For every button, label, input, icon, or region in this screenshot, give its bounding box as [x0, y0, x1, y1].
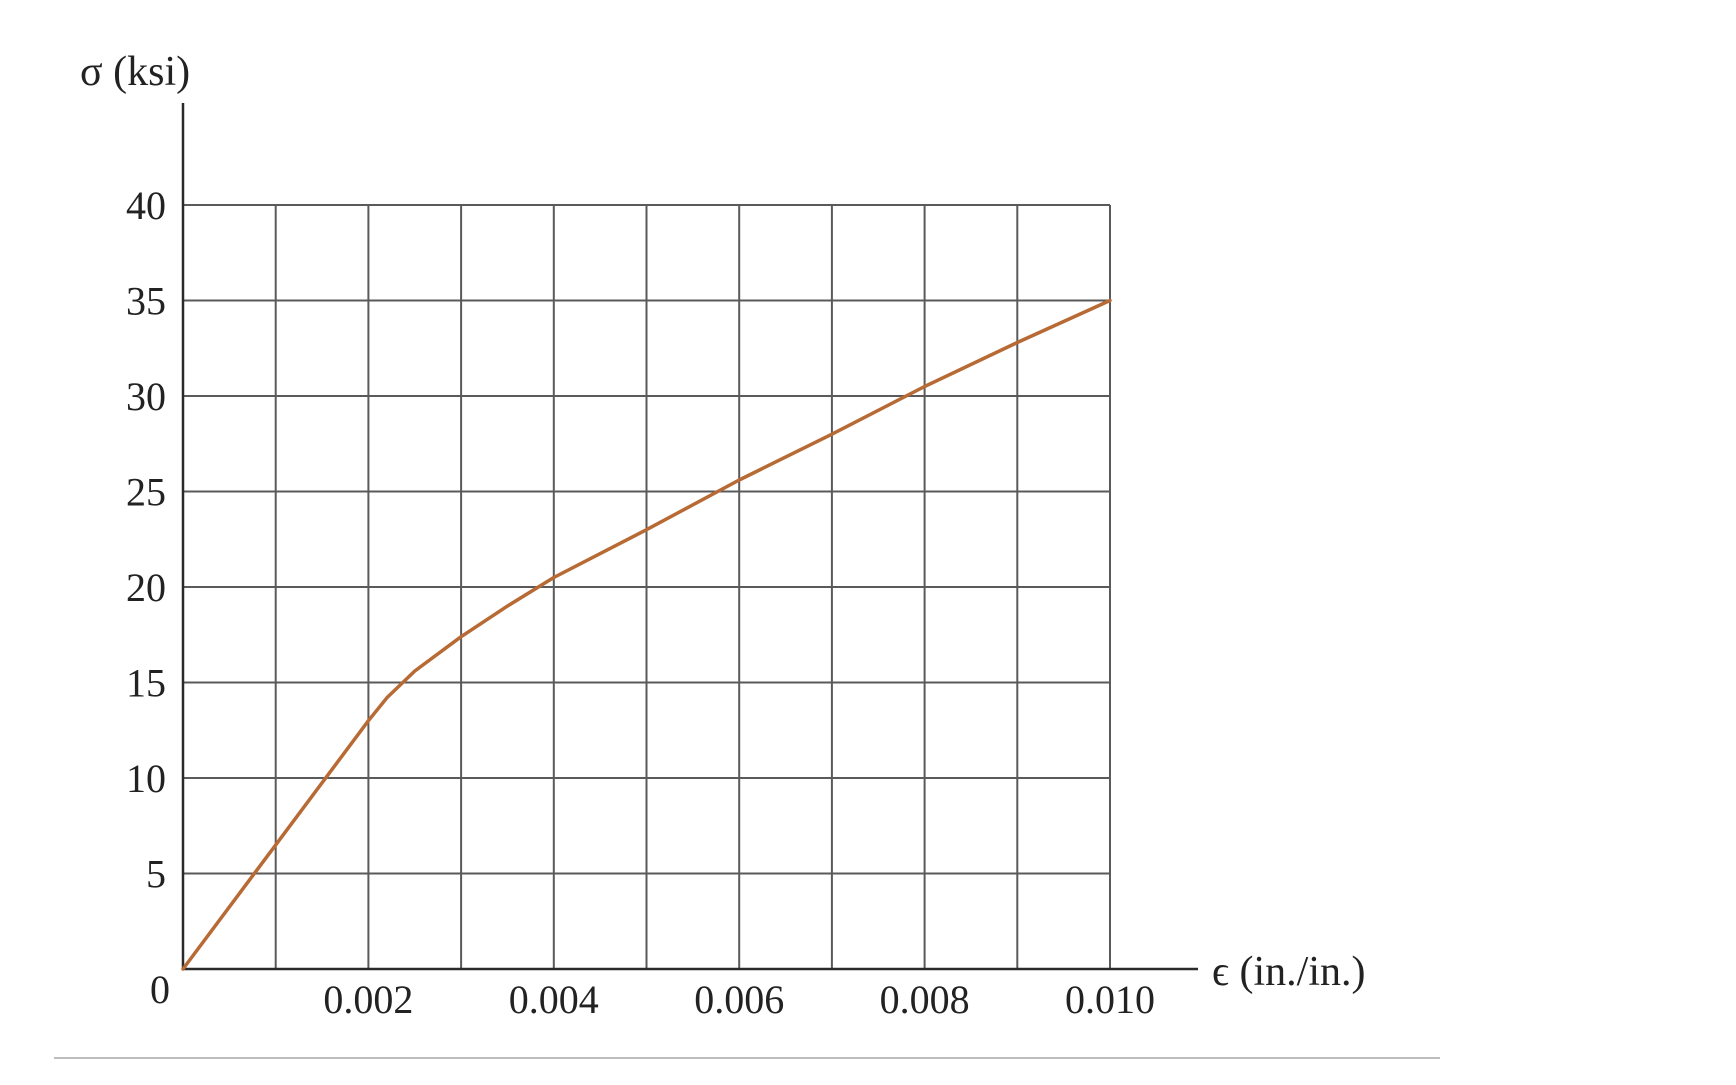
x-tick-label: 0.006 — [694, 977, 784, 1022]
y-tick-label: 15 — [126, 661, 166, 706]
x-tick-label: 0.010 — [1065, 977, 1155, 1022]
x-tick-label: 0.002 — [323, 977, 413, 1022]
stress-strain-curve — [181, 298, 1112, 971]
y-tick-label: 35 — [126, 279, 166, 324]
x-axis-label: ϵ (in./in.) — [1212, 949, 1365, 995]
x-tick-label: 0.008 — [880, 977, 970, 1022]
y-axis-label: σ (ksi) — [80, 49, 190, 95]
curve-layer — [181, 298, 1112, 971]
origin-label: 0 — [150, 967, 170, 1012]
y-tick-label: 30 — [126, 374, 166, 419]
y-tick-label: 20 — [126, 565, 166, 610]
y-tick-label: 25 — [126, 470, 166, 515]
y-tick-label: 40 — [126, 183, 166, 228]
y-tick-label: 10 — [126, 756, 166, 801]
grid — [183, 204, 1111, 969]
axes — [181, 103, 1198, 971]
x-tick-label: 0.004 — [509, 977, 599, 1022]
tick-labels: 5 10 15 20 25 30 35 40 0.002 0.004 0.006 0.008 0.010 — [126, 183, 1155, 1022]
y-tick-label: 5 — [146, 852, 166, 897]
